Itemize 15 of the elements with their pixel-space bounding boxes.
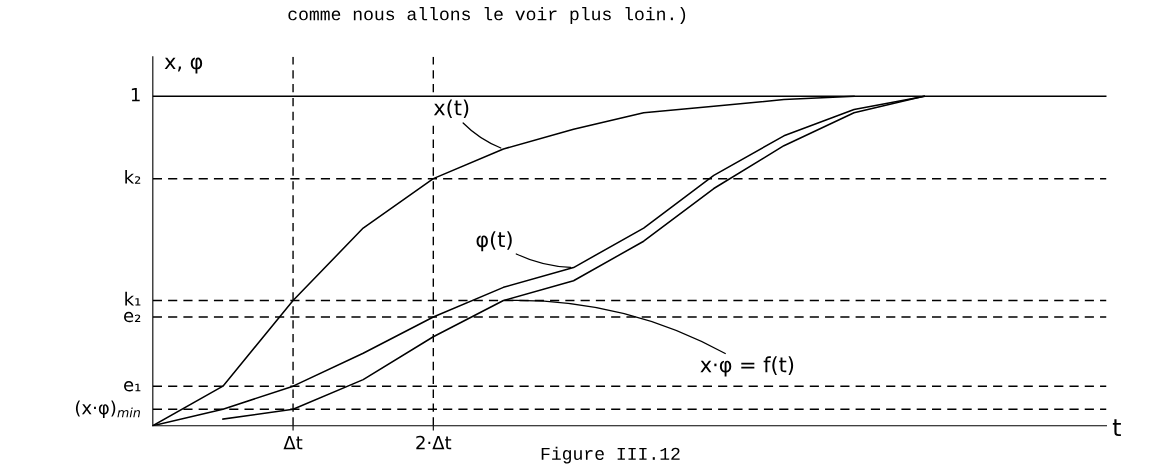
ref-line-label: e₁ (124, 381, 141, 392)
ref-line-label: k₁ (125, 291, 141, 306)
text: comme nous allons le voir plus loin.) (288, 7, 686, 24)
text: Figure III.12 (541, 446, 680, 464)
y-axis-title: x, φ (164, 57, 203, 74)
ref-line-label: e₂ (124, 311, 141, 323)
x-tick-label: 2·Δt (416, 435, 452, 450)
ref-line-label: k₂ (125, 169, 141, 184)
ref-line-label: 1 (131, 88, 140, 102)
ref-line-label: (x·φ)$_{min}$ (75, 400, 140, 418)
annotation: x·φ = f(t) (700, 356, 794, 377)
x-tick-label: Δt (283, 435, 303, 450)
text: t (1112, 419, 1121, 436)
annotation: φ(t) (476, 231, 512, 252)
annotation: x(t) (433, 99, 469, 118)
